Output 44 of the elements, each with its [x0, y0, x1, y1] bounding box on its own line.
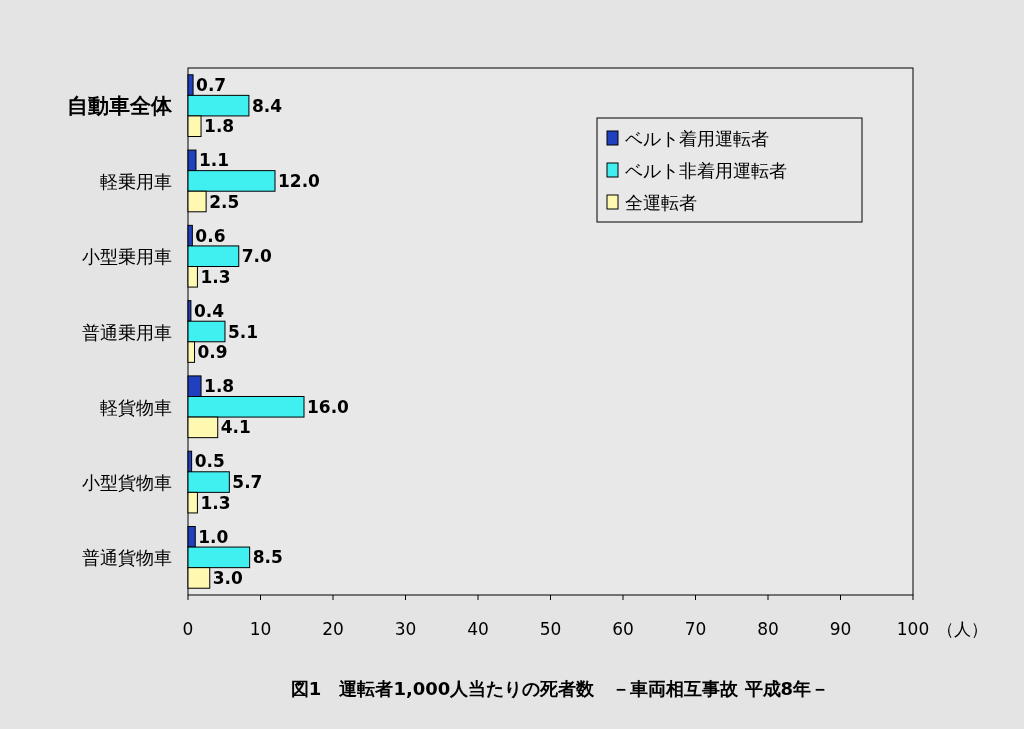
x-tick-label: 60 [612, 619, 634, 639]
y-tick-label: 軽乗用車 [100, 170, 172, 192]
y-tick-label: 小型乗用車 [82, 246, 172, 268]
x-tick-label: 100 [896, 619, 930, 639]
x-tick-label: 70 [684, 619, 707, 639]
y-tick-label: 自動車全体 [67, 93, 173, 118]
data-label: 0.7 [196, 75, 227, 96]
data-label: 2.5 [209, 191, 240, 212]
x-tick-label: 90 [829, 619, 852, 639]
x-axis-title: （人） [937, 619, 988, 639]
data-label: 3.0 [212, 567, 244, 588]
y-tick-label: 普通乗用車 [82, 321, 172, 343]
x-tick-label: 50 [539, 619, 562, 639]
data-label: 1.8 [204, 376, 235, 397]
data-label: 1.8 [204, 116, 235, 137]
x-tick-label: 40 [467, 619, 489, 639]
y-tick-label: 軽貨物車 [100, 396, 172, 418]
x-tick-label: 30 [394, 619, 417, 639]
data-label: 8.5 [252, 547, 283, 568]
data-label: 16.0 [307, 396, 350, 417]
data-label: 0.5 [194, 451, 225, 472]
data-label: 1.3 [200, 266, 231, 287]
data-label: 0.9 [197, 342, 228, 363]
data-label: 1.1 [198, 150, 230, 171]
data-label: 5.7 [232, 472, 263, 493]
data-label: 12.0 [278, 170, 321, 191]
y-tick-label: 小型貨物車 [82, 472, 172, 494]
x-tick-label: 80 [757, 619, 779, 639]
text: 図1 運転者1,000人当たりの死者数 －車両相互事故 平成8年－ [290, 678, 830, 699]
data-label: 1.0 [198, 526, 229, 547]
legend-label: ベルト着用運転者 [625, 128, 769, 149]
data-label: 0.6 [195, 225, 226, 246]
data-label: 8.4 [251, 95, 283, 116]
y-tick-label: 普通貨物車 [82, 547, 172, 569]
x-tick-label: 10 [249, 619, 272, 639]
legend-label: ベルト非着用運転者 [625, 160, 787, 181]
data-label: 7.0 [241, 246, 273, 267]
data-label: 1.3 [200, 492, 231, 513]
x-tick-label: 0 [182, 619, 194, 639]
legend-label: 全運転者 [625, 192, 697, 213]
data-label: 4.1 [220, 417, 251, 438]
data-label: 0.4 [193, 300, 225, 321]
x-tick-label: 20 [322, 619, 344, 639]
data-label: 5.1 [227, 321, 259, 342]
